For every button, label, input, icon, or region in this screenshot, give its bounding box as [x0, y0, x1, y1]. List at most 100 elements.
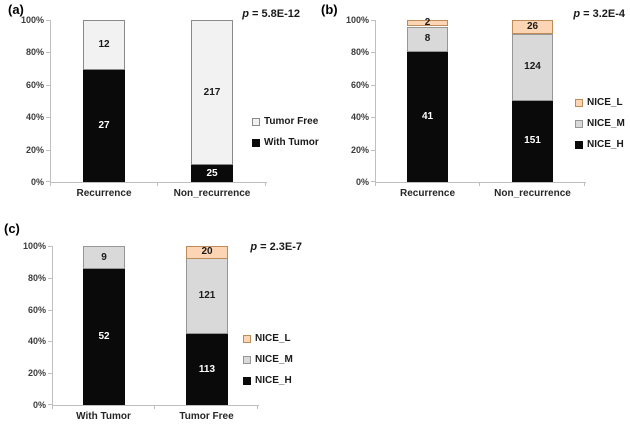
y-tick-label: 60%: [27, 305, 46, 315]
y-tick-mark: [48, 278, 52, 279]
legend-swatch: [252, 139, 260, 147]
legend-item: NICE_M: [575, 118, 625, 130]
y-tick-label: 100%: [20, 15, 44, 25]
y-tick-mark: [371, 20, 375, 21]
y-tick-label: 40%: [350, 112, 369, 122]
y-axis-line: [52, 246, 53, 405]
legend-swatch: [575, 141, 583, 149]
y-tick-mark: [371, 181, 375, 182]
y-tick-mark: [48, 310, 52, 311]
p-value-annotation: p = 2.3E-7: [250, 241, 302, 253]
x-category-label: Recurrence: [399, 188, 456, 199]
legend-label: NICE_L: [255, 333, 291, 344]
bar-segment: [186, 334, 228, 405]
legend-swatch: [243, 377, 251, 385]
legend-item: NICE_L: [575, 97, 625, 109]
legend-item: NICE_M: [243, 354, 293, 366]
y-tick-label: 0%: [355, 177, 369, 187]
x-category-label: Recurrence: [76, 188, 132, 199]
x-tick-mark: [584, 182, 585, 186]
y-tick-label: 80%: [27, 273, 46, 283]
y-tick-mark: [48, 246, 52, 247]
y-tick-label: 80%: [25, 47, 44, 57]
plot-area: 0% 20% 40% 60% 80% 100% With Tumor 52 9 Tumor Fre…: [23, 241, 259, 422]
y-tick-label: 40%: [27, 336, 46, 346]
legend-item: NICE_L: [243, 333, 293, 345]
x-axis-line: [50, 182, 267, 183]
y-axis-line: [375, 20, 376, 182]
stacked-bar: 113 121 20: [186, 246, 228, 405]
y-tick-label: 100%: [345, 15, 369, 25]
bar-segment: [186, 246, 228, 259]
y-tick-mark: [46, 20, 50, 21]
y-axis-line: [50, 20, 51, 182]
bar-segment: [407, 20, 448, 26]
legend-label: Tumor Free: [264, 116, 319, 127]
x-tick-mark: [52, 405, 53, 409]
y-tick-label: 0%: [32, 400, 46, 410]
p-value-annotation: p = 3.2E-4: [573, 8, 625, 20]
legend-item: NICE_H: [575, 139, 625, 151]
p-text: = 2.3E-7: [260, 241, 302, 253]
bar-segment: [407, 52, 448, 182]
bar-segment: [407, 27, 448, 52]
x-tick-mark: [157, 182, 158, 186]
y-tick-mark: [371, 117, 375, 118]
legend-swatch: [243, 356, 251, 364]
y-tick-mark: [371, 85, 375, 86]
y-tick-mark: [46, 85, 50, 86]
x-tick-mark: [257, 405, 258, 409]
y-tick-mark: [48, 373, 52, 374]
p-symbol: p: [242, 8, 249, 20]
p-value-annotation: p = 5.8E-12: [242, 8, 300, 20]
y-tick-mark: [46, 150, 50, 151]
panel-label: (c): [4, 221, 20, 236]
y-tick-mark: [371, 150, 375, 151]
y-tick-label: 100%: [22, 241, 46, 251]
bar-segment: [512, 101, 553, 182]
stacked-bar: 52 9: [83, 246, 125, 405]
bar-segment: [186, 258, 228, 334]
bar-segment: [83, 246, 125, 269]
bar-segment: [83, 269, 125, 405]
legend-swatch: [252, 118, 260, 126]
legend-item: With Tumor: [252, 137, 319, 149]
y-tick-label: 80%: [350, 47, 369, 57]
p-text: = 5.8E-12: [251, 8, 300, 20]
y-tick-label: 60%: [25, 80, 44, 90]
p-symbol: p: [250, 241, 258, 253]
x-tick-mark: [265, 182, 266, 186]
y-tick-mark: [46, 117, 50, 118]
stacked-bar: 41 8 2: [407, 17, 448, 182]
y-tick-mark: [48, 341, 52, 342]
bar-segment: [83, 70, 125, 182]
legend-label: NICE_H: [255, 375, 292, 386]
x-tick-mark: [50, 182, 51, 186]
p-text: = 3.2E-4: [583, 8, 625, 20]
panel-c: (c) p = 2.3E-7 0% 20% 40% 60% 80% 100% With Tu…: [0, 214, 315, 427]
legend-label: NICE_H: [587, 139, 624, 150]
stacked-bar: 151 124 26: [512, 20, 553, 182]
y-tick-mark: [46, 181, 50, 182]
y-tick-label: 0%: [30, 177, 44, 187]
x-category-label: Non_recurrence: [173, 188, 251, 199]
legend-swatch: [243, 335, 251, 343]
plot-area: 0% 20% 40% 60% 80% 100% Recurrence 27 12 Non_recu…: [21, 15, 267, 199]
legend: NICE_L NICE_M NICE_H: [243, 333, 293, 387]
x-tick-mark: [375, 182, 376, 186]
bar-segment: [191, 165, 233, 182]
bar-segment: [83, 20, 125, 70]
legend-label: NICE_M: [255, 354, 293, 365]
legend-label: NICE_L: [587, 97, 623, 108]
legend: NICE_L NICE_M NICE_H: [575, 97, 625, 151]
x-axis-line: [375, 182, 586, 183]
legend-label: With Tumor: [264, 137, 319, 148]
x-category-label: Tumor Free: [179, 411, 234, 422]
bar-segment: [512, 20, 553, 34]
panel-a: (a) p = 5.8E-12 0% 20% 40% 60% 80% 100% Recurr…: [0, 0, 319, 214]
legend-item: Tumor Free: [252, 116, 319, 128]
legend-item: NICE_H: [243, 375, 293, 387]
y-tick-mark: [48, 404, 52, 405]
x-tick-mark: [154, 405, 155, 409]
